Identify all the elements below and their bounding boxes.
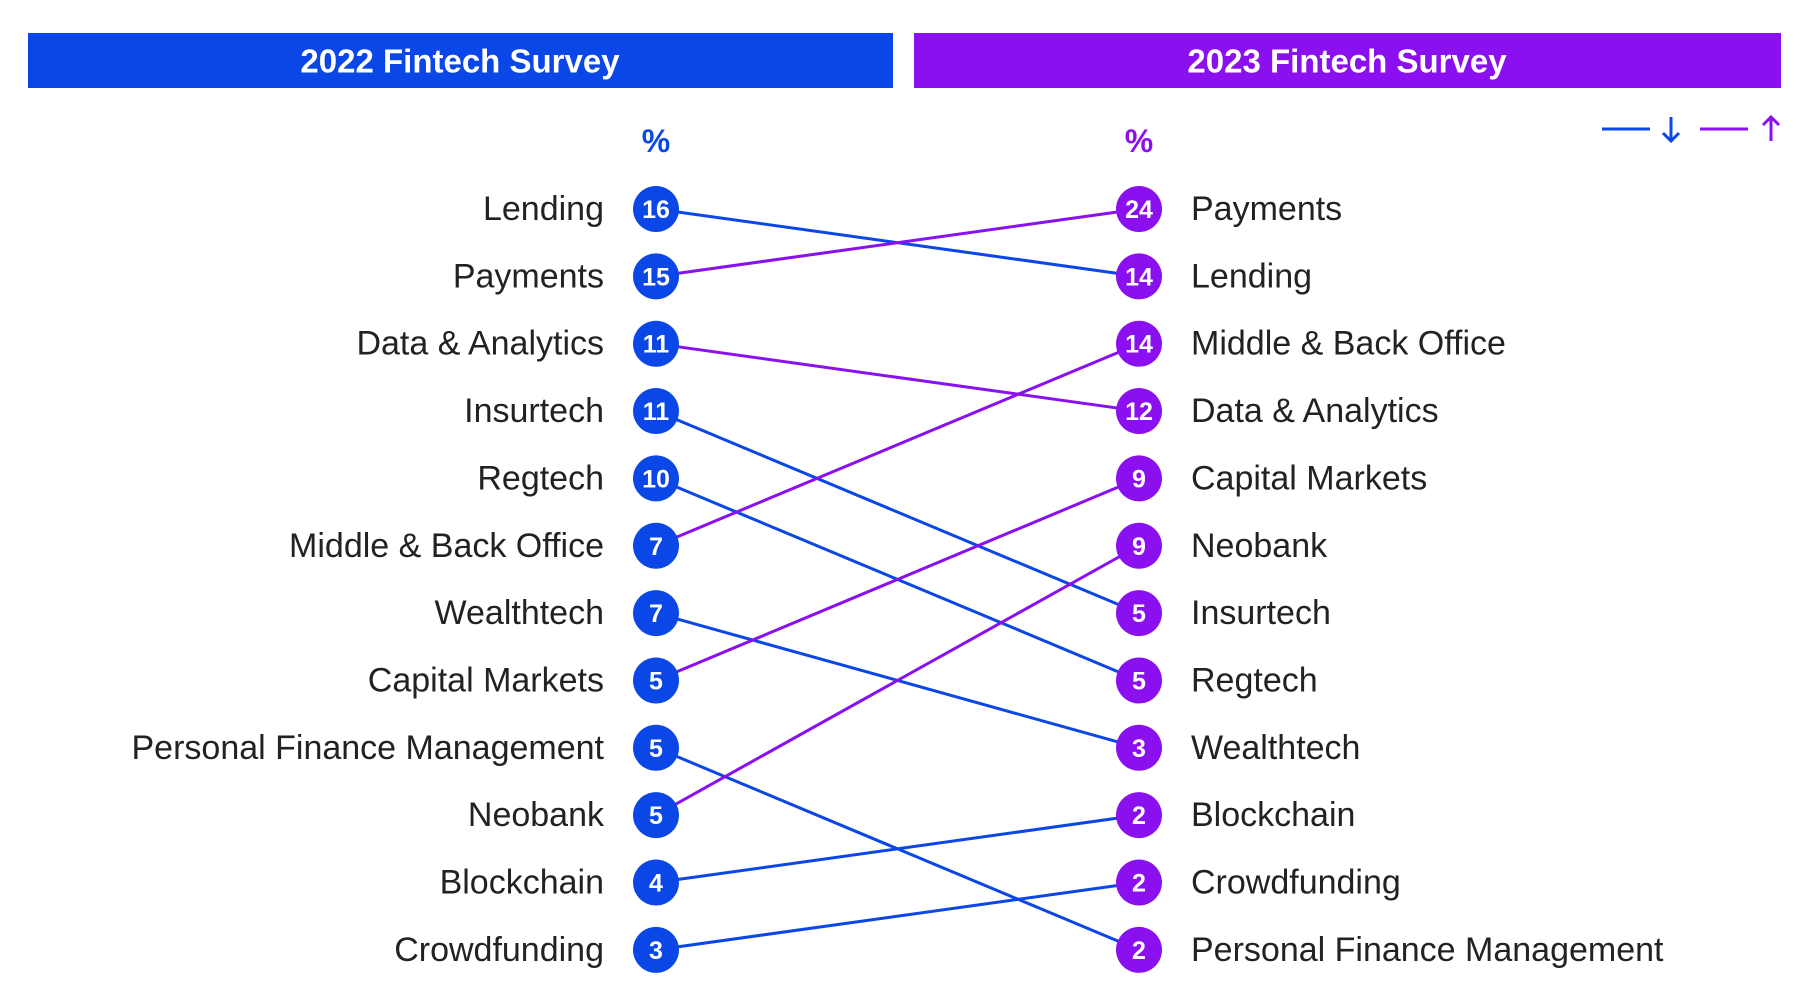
slope-line: [655, 544, 1140, 817]
header-title: 2022 Fintech Survey: [300, 43, 620, 80]
category-label: Regtech: [477, 459, 604, 497]
value-label: 7: [649, 600, 663, 628]
value-label: 10: [642, 465, 670, 493]
value-dot: [633, 522, 679, 569]
value-label: 5: [649, 735, 663, 763]
category-label: Blockchain: [440, 864, 604, 902]
value-dot: [633, 859, 679, 906]
value-dot: [1116, 253, 1162, 300]
value-dot: [1116, 657, 1162, 704]
value-dot: [633, 792, 679, 839]
value-dot: [1116, 724, 1162, 771]
category-label: Insurtech: [1191, 594, 1331, 632]
category-label: Wealthtech: [1191, 729, 1360, 767]
value-dot: [1116, 388, 1162, 435]
value-label: 2: [1132, 802, 1146, 830]
value-dot: [1116, 522, 1162, 569]
slope-line: [655, 342, 1140, 548]
category-label: Middle & Back Office: [289, 527, 604, 565]
value-dot: [633, 253, 679, 300]
value-label: 24: [1125, 196, 1153, 224]
header-title: 2023 Fintech Survey: [1187, 43, 1507, 80]
value-dot: [1116, 455, 1162, 502]
value-label: 16: [642, 196, 670, 224]
value-dot: [633, 657, 679, 704]
value-dot: [1116, 859, 1162, 906]
legend: [1602, 114, 1781, 144]
value-dot: [633, 320, 679, 367]
value-label: 14: [1125, 331, 1153, 359]
value-label: 5: [1132, 600, 1146, 628]
legend-up-arrow: [1761, 114, 1781, 141]
value-label: 12: [1125, 398, 1153, 426]
value-dot: [633, 926, 679, 973]
value-label: 5: [649, 802, 663, 830]
slope-line: [655, 207, 1140, 278]
legend-down-arrow: [1661, 117, 1681, 144]
category-label: Data & Analytics: [1191, 392, 1439, 430]
value-label: 3: [1132, 735, 1146, 763]
category-label: Lending: [1191, 257, 1312, 295]
slope-line: [655, 813, 1140, 884]
value-label: 15: [642, 263, 670, 291]
category-label: Personal Finance Management: [132, 729, 605, 767]
category-label: Crowdfunding: [394, 931, 604, 969]
value-label: 2: [1132, 937, 1146, 965]
value-label: 5: [1132, 667, 1146, 695]
value-dot: [1116, 186, 1162, 232]
category-label: Personal Finance Management: [1191, 931, 1664, 969]
unit-label: %: [1125, 123, 1153, 159]
value-label: 9: [1132, 465, 1146, 493]
header-bar: [914, 33, 1781, 88]
value-label: 11: [643, 398, 670, 426]
category-label: Lending: [483, 190, 604, 228]
value-label: 7: [649, 533, 663, 561]
category-label: Capital Markets: [368, 661, 604, 699]
slope-line: [655, 881, 1140, 952]
value-dot: [633, 590, 679, 637]
value-label: 5: [649, 667, 663, 695]
category-label: Neobank: [1191, 527, 1328, 565]
category-label: Data & Analytics: [356, 325, 604, 363]
value-label: 11: [643, 331, 670, 359]
value-dot: [1116, 792, 1162, 839]
value-dot: [1116, 926, 1162, 973]
category-label: Blockchain: [1191, 796, 1355, 834]
category-label: Payments: [1191, 190, 1342, 228]
value-label: 9: [1132, 533, 1146, 561]
value-label: 2: [1132, 870, 1146, 898]
category-label: Capital Markets: [1191, 459, 1427, 497]
header-bar: [28, 33, 893, 88]
slope-line: [655, 342, 1140, 413]
category-label: Regtech: [1191, 661, 1318, 699]
slope-line: [655, 409, 1140, 615]
value-dot: [1116, 590, 1162, 637]
value-dot: [633, 186, 679, 232]
category-label: Wealthtech: [435, 594, 604, 632]
category-label: Middle & Back Office: [1191, 325, 1506, 363]
slope-line: [655, 477, 1140, 682]
value-dot: [1116, 320, 1162, 367]
category-label: Neobank: [468, 796, 605, 834]
category-label: Payments: [453, 257, 604, 295]
value-label: 14: [1125, 263, 1153, 291]
category-label: Insurtech: [464, 392, 604, 430]
value-dot: [633, 388, 679, 435]
unit-label: %: [642, 123, 670, 159]
value-label: 3: [649, 937, 663, 965]
value-dot: [633, 455, 679, 502]
value-dot: [633, 724, 679, 771]
category-label: Crowdfunding: [1191, 864, 1401, 902]
value-label: 4: [649, 870, 663, 898]
